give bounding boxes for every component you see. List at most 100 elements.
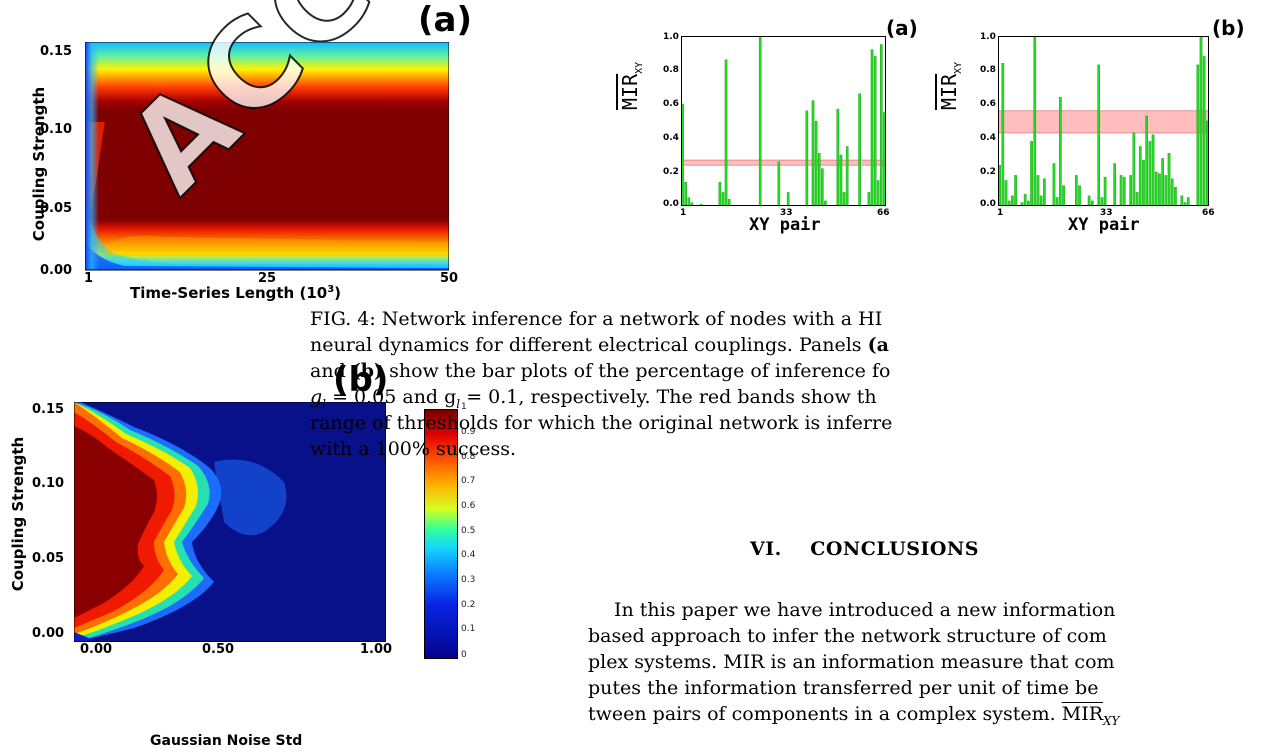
bar-b-50 — [1154, 171, 1158, 206]
body-line-1: In this paper we have introduced a new i… — [614, 599, 1116, 621]
y-tick-4a-0.2: 0.2 — [663, 167, 679, 177]
bar-b-8 — [1020, 202, 1024, 206]
threshold-band-b — [998, 110, 1209, 134]
bar-b-52 — [1161, 158, 1164, 206]
y-tick-4b-0.6: 0.6 — [980, 99, 996, 109]
bar-a-51 — [836, 108, 840, 206]
x-tick-b-0.50: 0.50 — [202, 642, 235, 657]
panel-letter-4a: (a) — [886, 16, 918, 40]
bar-a-62 — [870, 49, 874, 206]
bar-b-51 — [1158, 173, 1161, 206]
figure-4-caption: FIG. 4: Network inference for a network … — [310, 306, 1256, 462]
bar-a-63 — [873, 56, 877, 206]
x-tick-a-25: 25 — [258, 271, 277, 286]
bar-b-12 — [1033, 36, 1037, 206]
y-tick-b-0.00: 0.00 — [32, 626, 65, 641]
figure-3-panel-b: (b) Coupling Strength 0.15 0.10 0.05 0.0… — [0, 360, 480, 753]
bar-b-18 — [1052, 163, 1056, 206]
bar-b-46 — [1142, 159, 1145, 206]
bar-b-53 — [1164, 175, 1168, 206]
bar-b-45 — [1138, 146, 1142, 206]
x-tick-4a-1: 1 — [680, 208, 687, 218]
colorbar-tick-0.1: 0.1 — [461, 624, 476, 634]
bar-a-2 — [684, 181, 687, 206]
y-tick-4b-0.0: 0.0 — [980, 199, 996, 209]
caption-line-2: neural dynamics for different electrical… — [310, 334, 889, 356]
bar-b-47 — [1145, 115, 1148, 206]
y-tick-4a-1.0: 1.0 — [663, 32, 679, 42]
bar-b-56 — [1174, 187, 1177, 206]
bar-b-19 — [1055, 197, 1059, 206]
x-tick-4b-33: 33 — [1100, 208, 1113, 218]
bar-b-55 — [1170, 178, 1174, 206]
y-tick-a-0.15: 0.15 — [40, 44, 73, 59]
bar-b-44 — [1135, 192, 1139, 206]
bar-b-40 — [1122, 176, 1126, 206]
colorbar — [424, 409, 458, 659]
bar-a-45 — [817, 153, 821, 206]
bar-chart-a — [681, 36, 886, 206]
y-tick-4a-0.8: 0.8 — [663, 65, 679, 75]
bar-b-32 — [1097, 64, 1101, 206]
y-tick-a-0.00: 0.00 — [40, 263, 73, 278]
bar-b-48 — [1148, 141, 1152, 206]
x-tick-4a-33: 33 — [780, 208, 793, 218]
bar-b-43 — [1132, 132, 1136, 206]
bar-b-34 — [1103, 176, 1107, 206]
figure-3-panel-a: (a) — [0, 0, 473, 302]
y-axis-label-4b: MIRXY — [937, 61, 964, 110]
bar-b-3 — [1004, 180, 1008, 206]
bar-a-16 — [727, 198, 731, 206]
y-tick-a-0.05: 0.05 — [40, 201, 73, 216]
caption-line-1: FIG. 4: Network inference for a network … — [310, 308, 883, 330]
bar-b-63 — [1196, 64, 1200, 206]
section-title: CONCLUSIONS — [810, 538, 980, 560]
y-axis-label-b: Coupling Strength — [9, 436, 27, 592]
bar-b-9 — [1023, 193, 1027, 206]
x-tick-a-1: 1 — [84, 271, 94, 286]
y-tick-b-0.05: 0.05 — [32, 551, 65, 566]
colorbar-tick-0.4: 0.4 — [461, 550, 476, 560]
bar-b-60 — [1186, 197, 1190, 206]
y-tick-4a-0.6: 0.6 — [663, 99, 679, 109]
bar-b-59 — [1183, 202, 1187, 206]
x-axis-label-b: Gaussian Noise Std — [150, 733, 303, 749]
y-axis-label-4a: MIRXY — [618, 61, 645, 110]
bar-a-15 — [724, 59, 728, 206]
bar-a-13 — [718, 181, 722, 206]
bar-b-54 — [1167, 153, 1171, 206]
colorbar-tick-0.5: 0.5 — [461, 526, 476, 536]
x-tick-4b-66: 66 — [1202, 208, 1215, 218]
bar-a-54 — [845, 146, 849, 206]
colorbar-tick-1: 1 — [461, 402, 467, 412]
panel-letter-a: (a) — [418, 0, 473, 40]
bar-b-26 — [1078, 185, 1081, 206]
bar-b-15 — [1043, 178, 1046, 206]
bar-a-32 — [777, 161, 781, 206]
bar-b-65 — [1202, 56, 1206, 206]
bar-a-41 — [805, 110, 809, 206]
body-paragraph: In this paper we have introduced a new i… — [588, 597, 1260, 728]
figure-4-panel-a: (a) MIRXY 1.0 0.8 0.6 0.4 0.2 0.0 1 33 6… — [618, 10, 930, 250]
x-tick-4a-66: 66 — [877, 208, 890, 218]
y-tick-b-0.10: 0.10 — [32, 476, 65, 491]
section-heading: VI. CONCLUSIONS — [750, 538, 979, 560]
figure-4-panel-b: (b) MIRXY 1.0 0.8 0.6 0.4 0.2 0.0 1 33 6… — [937, 10, 1245, 250]
caption-line-4: gl = 0.05 and gl = 0.1, respectively. Th… — [310, 386, 877, 411]
bar-a-44 — [814, 120, 818, 206]
bar-a-43 — [811, 100, 815, 206]
bar-a-35 — [786, 192, 790, 206]
y-tick-4b-1.0: 1.0 — [980, 32, 996, 42]
heatmap-a — [85, 42, 449, 271]
caption-line-3: and (b) show the bar plots of the percen… — [310, 360, 891, 382]
bar-a-14 — [721, 192, 725, 206]
caption-line-5: range of thresholds for which the origin… — [310, 412, 893, 434]
bar-b-14 — [1039, 195, 1043, 206]
body-line-3: plex systems. MIR is an information meas… — [588, 651, 1115, 673]
x-tick-4b-1: 1 — [997, 208, 1004, 218]
bar-a-53 — [842, 192, 846, 206]
x-tick-b-0.00: 0.00 — [80, 642, 113, 657]
x-axis-label-a: Time-Series Length (103) — [130, 284, 342, 302]
bar-a-4 — [690, 202, 694, 206]
body-line-2: based approach to infer the network stru… — [588, 625, 1107, 647]
